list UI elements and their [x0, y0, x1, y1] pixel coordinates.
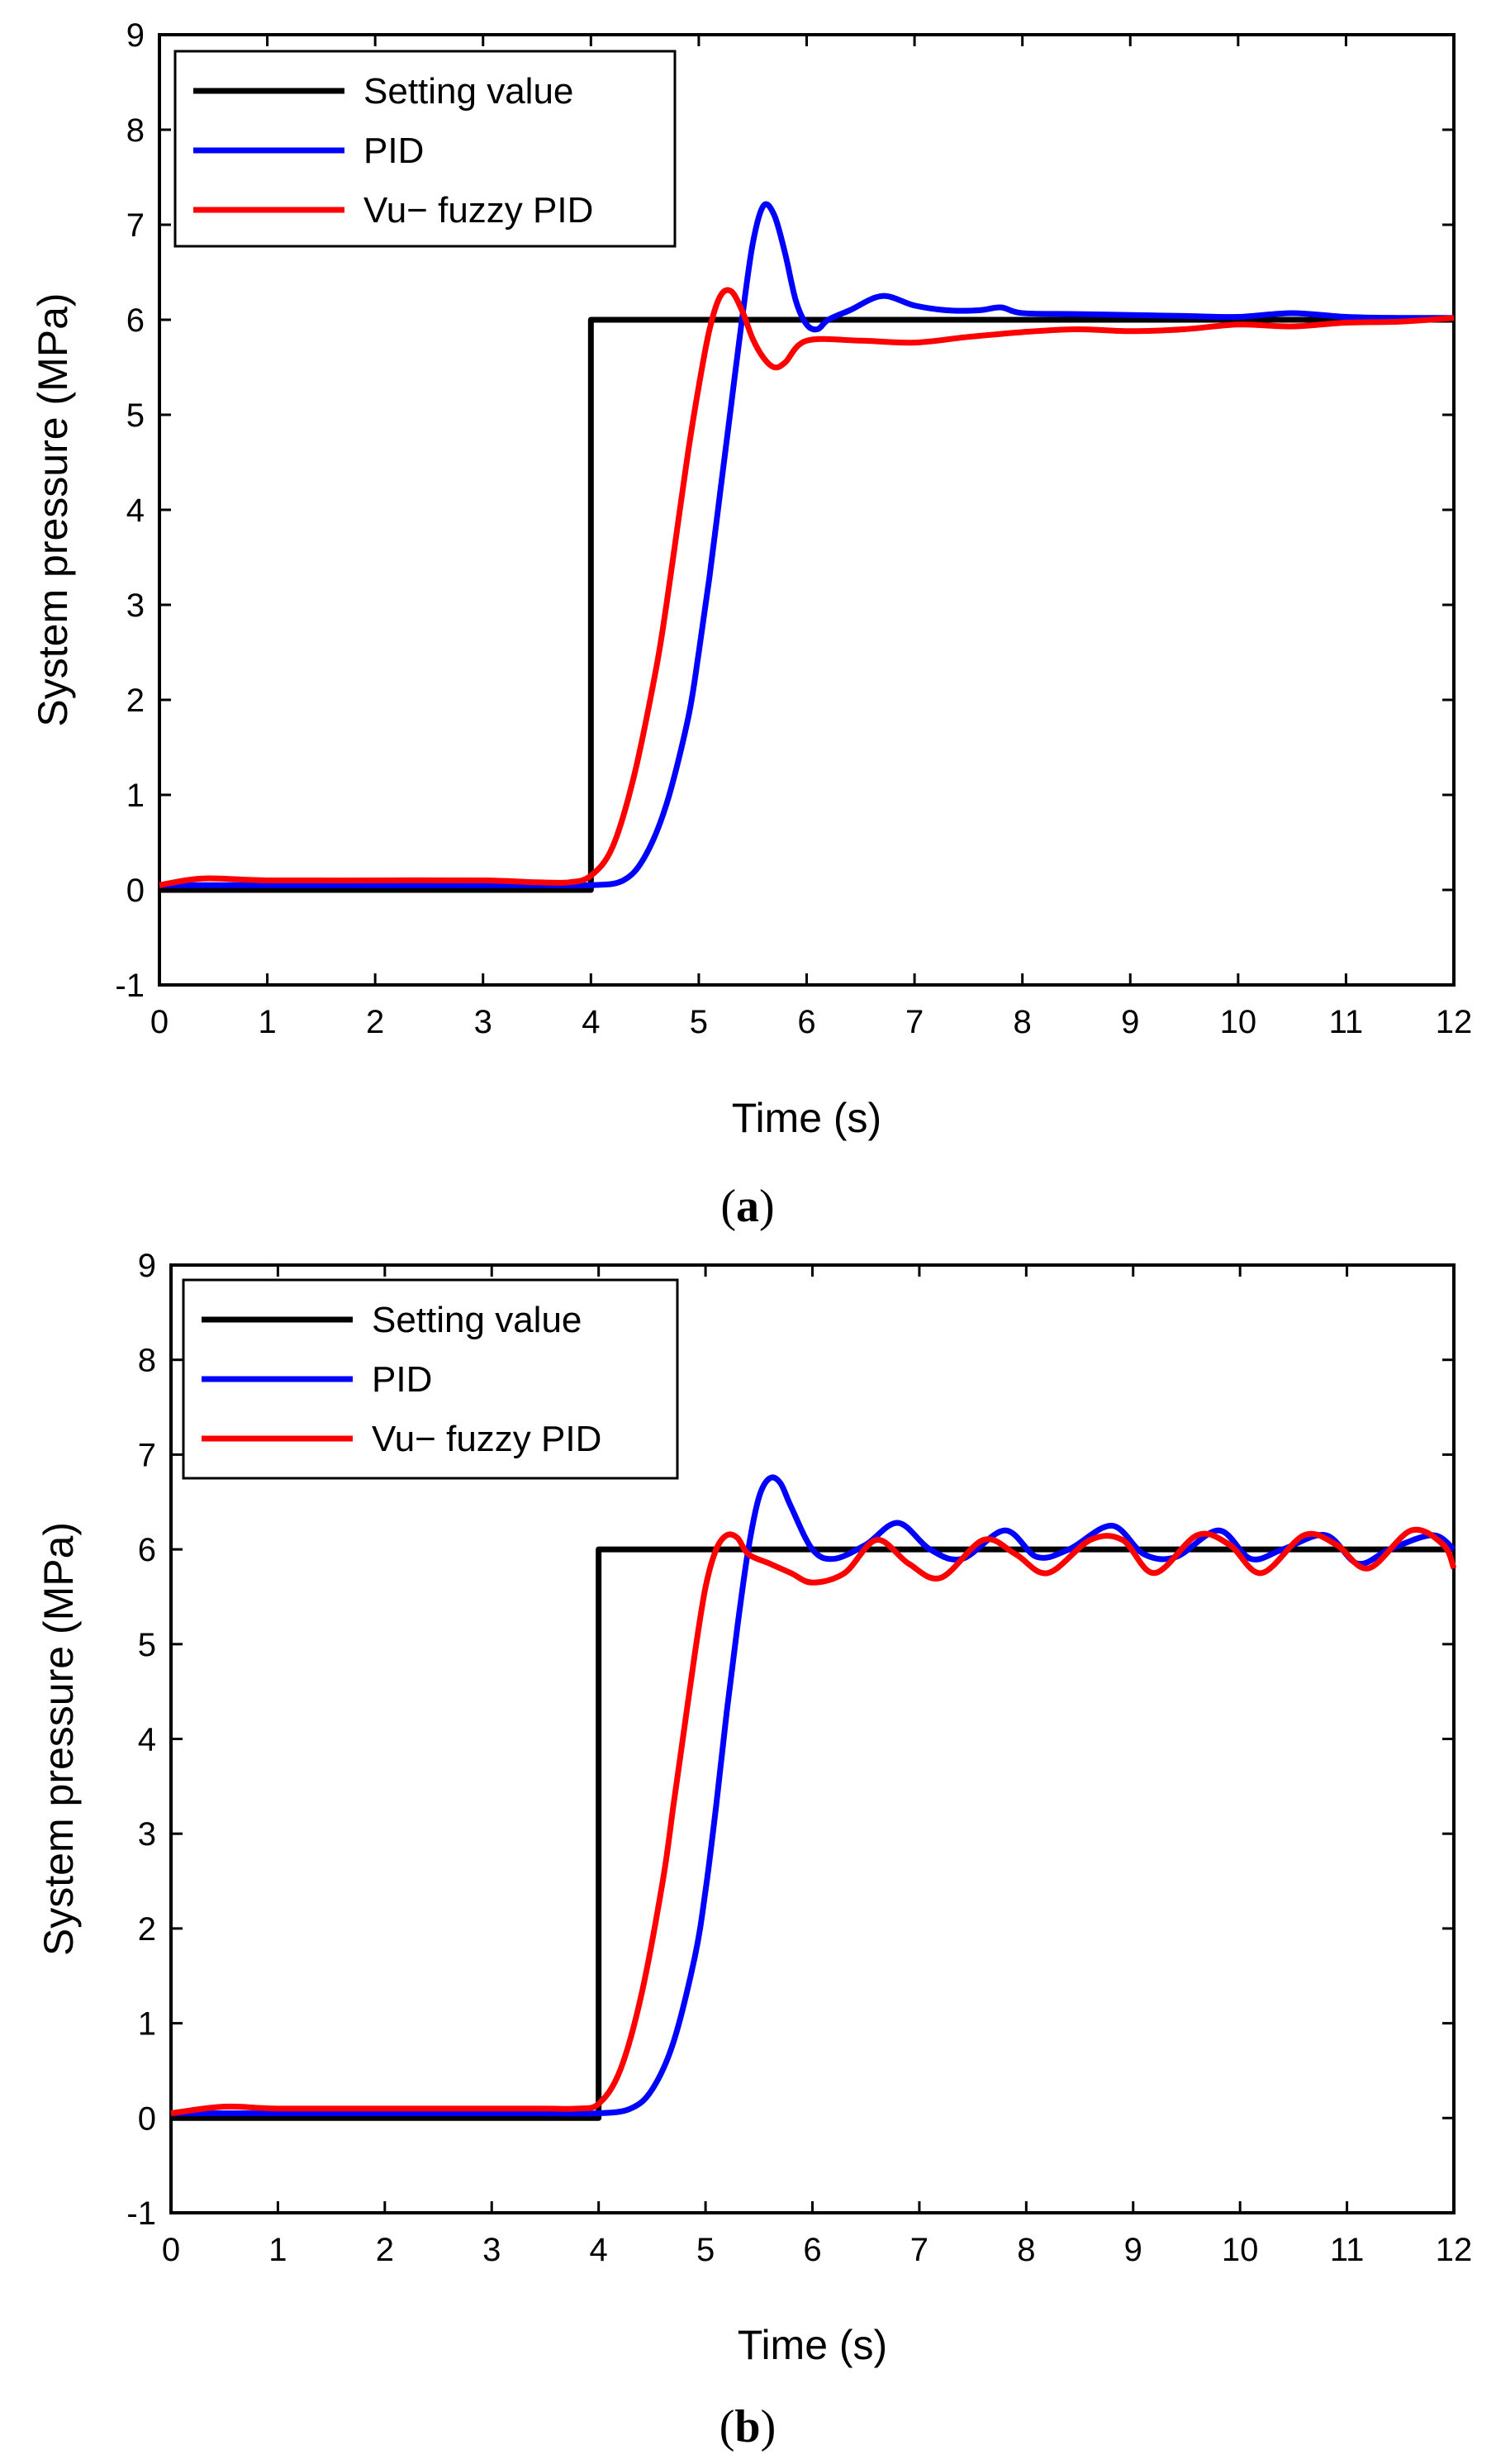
x-tick-label: 0	[162, 2232, 180, 2268]
series-lines	[170, 1474, 1457, 2121]
y-tick-label: 6	[138, 1532, 156, 1568]
y-tick-label: 4	[138, 1722, 156, 1758]
caption-letter: b	[734, 2401, 760, 2452]
y-tick-label: 5	[126, 397, 145, 434]
series-line-pid	[171, 1474, 1456, 2117]
legend-label-setting-value: Setting value	[372, 1300, 582, 1340]
x-tick-label: 9	[1124, 2232, 1142, 2268]
x-tick-label: 8	[1014, 1004, 1032, 1040]
y-tick-label: 7	[138, 1437, 156, 1473]
x-tick-label: 10	[1222, 2232, 1259, 2268]
x-tick-label: 2	[366, 1004, 384, 1040]
series-line-setting-value	[159, 316, 1454, 893]
x-tick-label: 2	[376, 2232, 394, 2268]
x-tick-label: 4	[590, 2232, 608, 2268]
y-tick-labels: -1 0 1 2 3 4 5 6 7 8 9	[126, 1248, 156, 2232]
legend-label-pid: PID	[363, 131, 424, 171]
x-tick-label: 9	[1121, 1004, 1139, 1040]
y-tick-label: -1	[126, 2195, 156, 2232]
x-tick-label: 6	[797, 1004, 815, 1040]
y-tick-label: 0	[126, 873, 145, 909]
x-tick-labels: 0 1 2 3 4 5 6 7 8 9 10 11 12	[150, 1004, 1472, 1040]
caption-letter: a	[736, 1181, 759, 1232]
legend-label-vu-fuzzy-pid: Vu− fuzzy PID	[363, 190, 593, 231]
legend: Setting value PID Vu− fuzzy PID	[173, 50, 677, 248]
y-axis-title: System pressure (MPa)	[36, 1522, 82, 1956]
y-tick-label: 2	[138, 1911, 156, 1948]
y-tick-label: 7	[126, 207, 145, 244]
panel-caption: (b)	[720, 2401, 776, 2452]
series-lines	[159, 201, 1455, 893]
y-tick-label: 9	[126, 17, 145, 54]
x-tick-label: 6	[803, 2232, 821, 2268]
x-tick-label: 8	[1017, 2232, 1035, 2268]
y-tick-label: 4	[126, 492, 145, 529]
series-line-vu-fuzzy-pid	[170, 1526, 1457, 2117]
legend-label-pid: PID	[372, 1359, 432, 1400]
x-tick-label: 5	[696, 2232, 715, 2268]
series-line-vu-fuzzy-pid	[159, 287, 1455, 888]
legend-label-setting-value: Setting value	[363, 71, 573, 112]
y-tick-label: 8	[126, 112, 145, 149]
x-tick-label: 7	[905, 1004, 924, 1040]
x-tick-label: 12	[1436, 1004, 1473, 1040]
y-tick-label: 6	[126, 302, 145, 339]
x-axis-title: Time (s)	[738, 2322, 887, 2368]
x-tick-labels: 0 1 2 3 4 5 6 7 8 9 10 11 12	[162, 2232, 1472, 2268]
x-tick-label: 4	[582, 1004, 600, 1040]
tick-marks	[158, 33, 1456, 987]
y-tick-labels: -1 0 1 2 3 4 5 6 7 8 9	[115, 17, 145, 1004]
x-tick-label: 1	[258, 1004, 276, 1040]
y-axis-title: System pressure (MPa)	[30, 293, 76, 726]
x-tick-label: 10	[1220, 1004, 1257, 1040]
x-axis-title: Time (s)	[732, 1095, 881, 1141]
y-tick-label: 0	[138, 2100, 156, 2137]
x-tick-label: 0	[150, 1004, 169, 1040]
panel-caption: (a)	[720, 1181, 774, 1232]
y-tick-label: 9	[138, 1248, 156, 1284]
y-tick-label: 3	[126, 587, 145, 624]
y-tick-label: 8	[138, 1343, 156, 1379]
x-tick-label: 1	[268, 2232, 287, 2268]
legend: Setting value PID Vu− fuzzy PID	[182, 1278, 679, 1480]
x-tick-label: 11	[1329, 1004, 1364, 1040]
x-tick-label: 3	[482, 2232, 501, 2268]
series-line-pid	[159, 201, 1455, 889]
x-tick-label: 5	[690, 1004, 708, 1040]
x-tick-label: 12	[1436, 2232, 1473, 2268]
legend-label-vu-fuzzy-pid: Vu− fuzzy PID	[372, 1419, 601, 1459]
x-tick-label: 3	[474, 1004, 492, 1040]
tick-marks	[169, 1263, 1456, 2214]
y-tick-label: -1	[115, 968, 145, 1004]
y-tick-label: 1	[138, 2006, 156, 2043]
x-tick-label: 7	[910, 2232, 928, 2268]
y-tick-label: 2	[126, 683, 145, 719]
y-tick-label: 3	[138, 1816, 156, 1853]
y-tick-label: 1	[126, 778, 145, 814]
x-tick-label: 11	[1330, 2232, 1365, 2268]
y-tick-label: 5	[138, 1627, 156, 1663]
